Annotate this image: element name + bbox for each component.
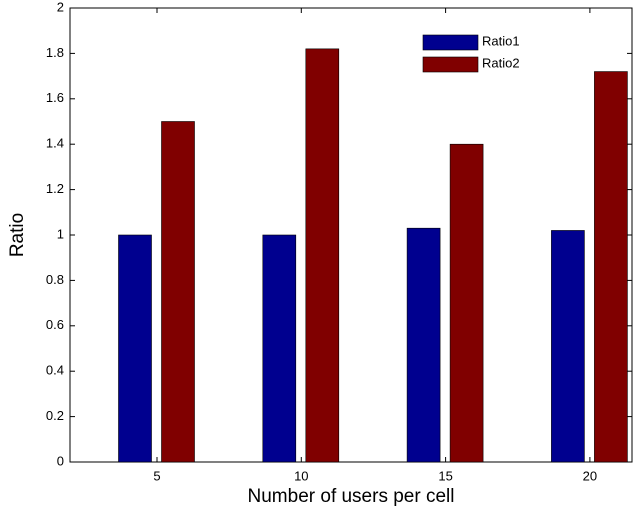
plot-frame — [69, 7, 633, 463]
x-tick-label: 15 — [438, 468, 452, 483]
y-axis-label: Ratio — [7, 213, 28, 257]
legend-swatch — [422, 56, 479, 73]
y-tick-label: 0.4 — [46, 363, 64, 378]
bar — [118, 234, 152, 463]
y-tick-label: 0 — [57, 453, 64, 468]
bar — [406, 227, 441, 463]
y-tick-label: 1.4 — [46, 136, 64, 151]
y-tick-label: 1.2 — [46, 181, 64, 196]
bar — [551, 230, 585, 463]
bar — [594, 71, 628, 463]
legend-label: Ratio1 — [482, 33, 520, 48]
x-axis-label: Number of users per cell — [248, 486, 455, 507]
bar — [161, 121, 195, 463]
y-tick-label: 1.6 — [46, 90, 64, 105]
x-tick-label: 5 — [153, 468, 160, 483]
y-tick-label: 0.6 — [46, 317, 64, 332]
y-tick-label: 1 — [57, 226, 64, 241]
bar — [449, 143, 484, 463]
y-tick-label: 0.8 — [46, 272, 64, 287]
legend-swatch — [422, 34, 479, 51]
legend-label: Ratio2 — [482, 55, 520, 70]
y-tick-label: 0.2 — [46, 408, 64, 423]
x-tick-label: 10 — [294, 468, 308, 483]
bar — [262, 234, 297, 463]
bar — [305, 48, 340, 463]
x-tick-label: 20 — [583, 468, 597, 483]
y-tick-label: 2 — [57, 0, 64, 14]
y-tick-label: 1.8 — [46, 45, 64, 60]
